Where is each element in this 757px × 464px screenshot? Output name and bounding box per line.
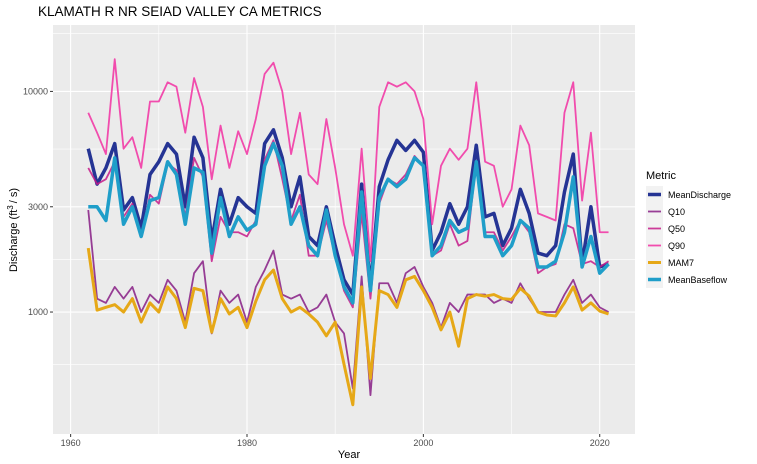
x-tick-label: 1980 [237, 438, 257, 448]
series-layer [86, 58, 610, 407]
y-tick-label: 3000 [28, 202, 48, 212]
y-axis-title-sup: 3 [6, 205, 15, 210]
series-line-meandischarge [86, 128, 610, 297]
x-axis-title: Year [338, 449, 361, 461]
y-axis-title-tail: / s) [8, 188, 20, 203]
x-tick-label: 1960 [61, 438, 81, 448]
y-tick-label: 1000 [28, 307, 48, 317]
legend-label-q90: Q90 [668, 241, 685, 251]
series-line-meanbaseflow [88, 141, 610, 305]
y-axis-title: Discharge (ft3 / s) [6, 188, 21, 272]
legend-label-q10: Q10 [668, 207, 685, 217]
legend-label-meanbaseflow: MeanBaseflow [668, 275, 728, 285]
y-axis: 1000 3000 10000 [23, 86, 53, 317]
series-line-mam7 [86, 247, 610, 407]
legend: Metric MeanDischarge Q10 Q50 Q90 MAM7 MeanBas… [646, 170, 731, 288]
legend-title: Metric [646, 170, 676, 182]
y-axis-title-main: Discharge (ft [8, 210, 20, 272]
x-tick-label: 2020 [590, 438, 610, 448]
x-axis: 1960 1980 2000 2020 [61, 434, 610, 448]
chart-title: KLAMATH R NR SEIAD VALLEY CA METRICS [38, 4, 322, 19]
y-tick-label: 10000 [23, 86, 48, 96]
x-tick-label: 2000 [413, 438, 433, 448]
legend-label-meandischarge: MeanDischarge [668, 190, 731, 200]
series-line-q10 [87, 209, 609, 397]
series-line-q90 [87, 58, 609, 263]
legend-label-q50: Q50 [668, 224, 685, 234]
legend-label-mam7: MAM7 [668, 258, 694, 268]
